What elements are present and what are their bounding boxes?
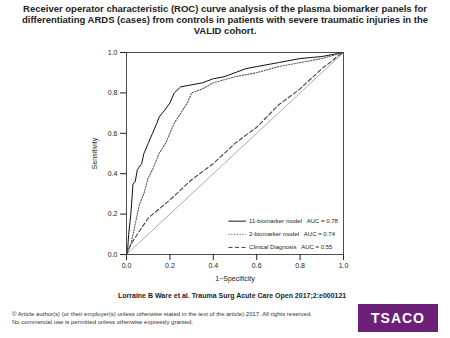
svg-text:0.6: 0.6 xyxy=(252,262,262,269)
svg-text:11-biomarker model AUC = 0.7: 11-biomarker model AUC = 0.78 xyxy=(249,218,338,224)
svg-text:0.0: 0.0 xyxy=(108,251,118,258)
html-text:Receiver operator characterist: Receiver operator characteristic (ROC) c… xyxy=(21,3,429,36)
svg-text:0.0: 0.0 xyxy=(122,262,132,269)
svg-text:Clinical Diagnosis AUC = 0.5: Clinical Diagnosis AUC = 0.55 xyxy=(249,244,333,250)
svg-text:1−Specificity: 1−Specificity xyxy=(215,275,255,283)
svg-text:0.4: 0.4 xyxy=(108,170,118,177)
svg-text:0.8: 0.8 xyxy=(108,89,118,96)
svg-text:0.6: 0.6 xyxy=(108,130,118,137)
html-text:© Article author(s) (or their: © Article author(s) (or their employer(s… xyxy=(12,311,312,325)
html-text:Lorraine B Ware et al. Trauma: Lorraine B Ware et al. Trauma Surg Acute… xyxy=(118,292,347,299)
svg-text:1.0: 1.0 xyxy=(339,262,349,269)
svg-text:1.0: 1.0 xyxy=(108,49,118,56)
svg-text:2-biomarker model AUC = 0.74: 2-biomarker model AUC = 0.74 xyxy=(249,231,336,237)
html-text:TSACO: TSACO xyxy=(371,310,425,326)
svg-text:0.2: 0.2 xyxy=(108,210,118,217)
svg-text:0.4: 0.4 xyxy=(208,262,218,269)
svg-text:0.2: 0.2 xyxy=(165,262,175,269)
svg-text:0.8: 0.8 xyxy=(295,262,305,269)
svg-text:Sensitivity: Sensitivity xyxy=(91,137,99,169)
